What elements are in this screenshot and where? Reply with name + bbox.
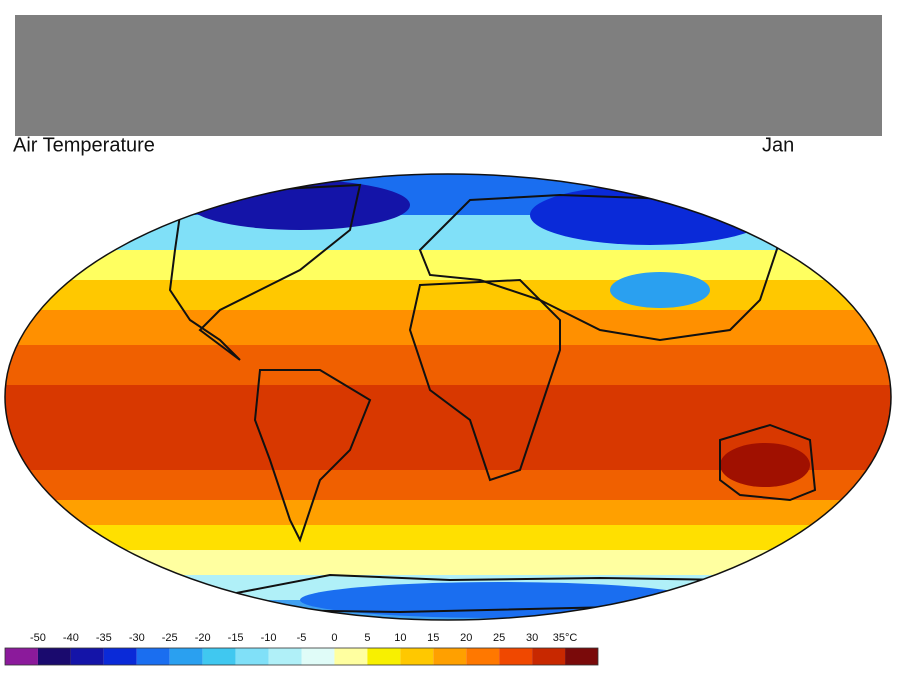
legend-swatch [169, 648, 203, 665]
legend-tick-label: 0 [331, 632, 337, 644]
legend-swatch [565, 648, 598, 665]
legend-swatch [532, 648, 566, 665]
legend-swatch [5, 648, 38, 665]
legend-tick-label: 30 [526, 632, 538, 644]
legend-swatch [235, 648, 269, 665]
legend-swatch [268, 648, 302, 665]
legend-tick-label: 35°C [553, 632, 578, 644]
legend-tick-label: -20 [195, 632, 211, 644]
legend-frame [4, 647, 599, 666]
legend-swatch [466, 648, 500, 665]
legend-tick-label: 20 [460, 632, 472, 644]
legend-swatch [37, 648, 71, 665]
legend-swatch [334, 648, 368, 665]
map-month: Jan [762, 134, 794, 156]
legend-tick-label: -35 [96, 632, 112, 644]
legend-tick-label: -15 [228, 632, 244, 644]
legend-tick-label: -30 [129, 632, 145, 644]
legend-swatch [301, 648, 335, 665]
legend-tick-label: 15 [427, 632, 439, 644]
legend-swatch [400, 648, 434, 665]
map-border [4, 173, 892, 621]
legend-swatch [70, 648, 104, 665]
legend-tick-label: 10 [394, 632, 406, 644]
legend-tick-label: -5 [297, 632, 307, 644]
header-bar [15, 15, 882, 136]
legend-tick-label: 5 [364, 632, 370, 644]
legend-tick-label: -50 [30, 632, 46, 644]
map-title: Air Temperature [13, 134, 155, 156]
legend-swatch [433, 648, 467, 665]
legend-swatch [136, 648, 170, 665]
temperature-map [5, 174, 891, 620]
legend-tick-label: -40 [63, 632, 79, 644]
legend-swatch [103, 648, 137, 665]
color-legend: -50 -40 -35 -30 -25 -20 -15 -10 -5 0 5 10 15 20 25 30 35… [4, 632, 599, 666]
legend-tick-label: -25 [162, 632, 178, 644]
legend-swatch [499, 648, 533, 665]
legend-swatch [367, 648, 401, 665]
legend-swatch [202, 648, 236, 665]
legend-tick-label: -10 [261, 632, 277, 644]
legend-tick-label: 25 [493, 632, 505, 644]
